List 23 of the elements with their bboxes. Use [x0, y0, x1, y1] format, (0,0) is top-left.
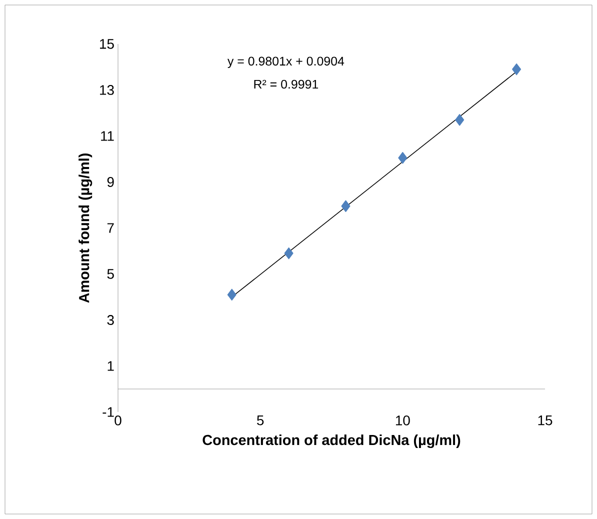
- x-tick-label: 10: [396, 416, 410, 426]
- y-tick-label: 3: [107, 315, 114, 325]
- point: [455, 114, 464, 126]
- y-tick-label: 15: [100, 39, 114, 49]
- y-tick-label: 5: [107, 269, 114, 279]
- point: [284, 247, 294, 260]
- point: [227, 288, 236, 301]
- point: [341, 200, 350, 212]
- x-tick-label: 5: [257, 416, 264, 426]
- y-tick-label: 11: [101, 131, 114, 141]
- y-axis-title: Amount found (µg/ml): [78, 154, 92, 303]
- y-tick-label: 9: [107, 177, 114, 187]
- x-tick-label: 15: [538, 416, 552, 426]
- y-tick-label: -1: [102, 407, 114, 417]
- annotation: y = 0.9801x + 0.0904: [227, 56, 344, 68]
- y-tick-label: 7: [107, 223, 114, 233]
- y-tick-label: 13: [100, 85, 114, 95]
- point: [398, 152, 408, 164]
- point: [512, 63, 522, 76]
- x-tick-label: 0: [114, 416, 122, 426]
- annotation: R² = 0.9991: [254, 80, 318, 89]
- y-tick-label: 1: [108, 361, 114, 371]
- x-axis-title: Concentration of added DicNa (µg/ml): [202, 434, 460, 448]
